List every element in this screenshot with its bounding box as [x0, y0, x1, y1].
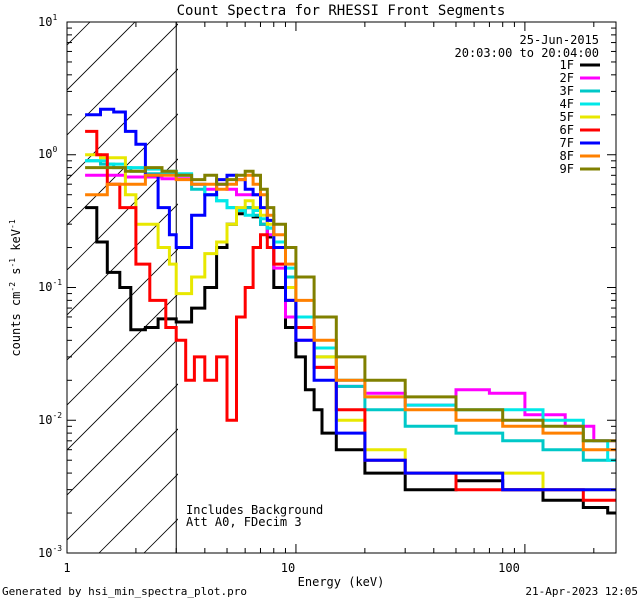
- time-range-label: 20:03:00 to 20:04:00: [455, 46, 600, 60]
- series-line-6F: [85, 129, 616, 502]
- series-line-9F: [85, 166, 616, 443]
- legend-label-2F: 2F: [560, 71, 574, 85]
- footer-generated-by: Generated by hsi_min_spectra_plot.pro: [2, 585, 247, 598]
- footer-timestamp: 21-Apr-2023 12:05: [525, 585, 638, 598]
- legend-label-8F: 8F: [560, 149, 574, 163]
- chart-title: Count Spectra for RHESSI Front Segments: [177, 3, 506, 19]
- hatch-line: [594, 22, 640, 553]
- hatch-line: [67, 68, 178, 181]
- y-tick-label: 10-2: [38, 411, 62, 427]
- hatch-line: [67, 203, 178, 316]
- x-tick-labels: 1 10 100: [63, 561, 519, 575]
- legend-label-6F: 6F: [560, 123, 574, 137]
- x-tick-label: 1: [63, 561, 70, 575]
- hatch-line: [67, 23, 178, 136]
- legend-label-5F: 5F: [560, 110, 574, 124]
- annotation-background: Includes Background: [186, 503, 323, 517]
- date-label: 25-Jun-2015: [520, 33, 599, 47]
- x-axis-label: Energy (keV): [298, 575, 385, 589]
- legend-label-9F: 9F: [560, 162, 574, 176]
- legend-label-1F: 1F: [560, 58, 574, 72]
- legend-label-3F: 3F: [560, 84, 574, 98]
- y-tick-labels: 10-3 10-2 10-1 100 101: [38, 13, 62, 560]
- hatch-line: [67, 428, 178, 541]
- hatch-line: [67, 248, 178, 361]
- x-tick-label: 100: [498, 561, 520, 575]
- legend-label-4F: 4F: [560, 97, 574, 111]
- y-tick-label: 101: [38, 13, 57, 29]
- legend-label-7F: 7F: [560, 136, 574, 150]
- y-tick-label: 10-1: [38, 278, 62, 294]
- series-line-1F: [85, 206, 616, 515]
- annotation-attenuator: Att A0, FDecim 3: [186, 515, 302, 529]
- y-axis-label: counts cm-2 s-1 keV-1: [8, 219, 23, 356]
- axis-ticks: [66, 21, 616, 554]
- hatch-line: [67, 383, 178, 496]
- y-tick-label: 10-3: [38, 544, 62, 560]
- x-tick-label: 10: [281, 561, 295, 575]
- hatched-region: [67, 22, 640, 553]
- series-group: [85, 107, 616, 515]
- y-tick-label: 100: [38, 145, 57, 161]
